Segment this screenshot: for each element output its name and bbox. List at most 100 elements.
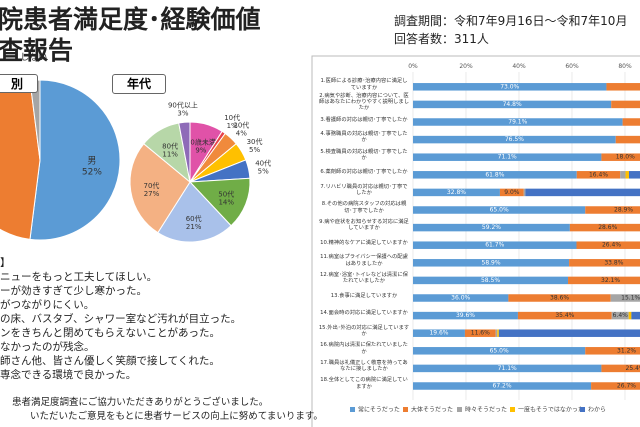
data-label: 79.1% bbox=[508, 119, 527, 126]
legend-label: 大体そうだった bbox=[411, 406, 453, 414]
slice-name: 90代以上 bbox=[168, 100, 198, 109]
bar-segment bbox=[413, 100, 612, 109]
bar-segment bbox=[569, 259, 640, 267]
data-label: 25.4% bbox=[626, 365, 640, 372]
legend-marker bbox=[510, 407, 515, 412]
bar-segment bbox=[620, 171, 626, 179]
bar-segment bbox=[464, 329, 496, 337]
bar-segment bbox=[413, 276, 569, 285]
legend-label: 常にそうだった bbox=[358, 406, 400, 414]
slice-label: 60代 21% bbox=[186, 214, 202, 231]
data-label: 18.0% bbox=[616, 154, 635, 161]
category-label: 13.食事に満足していますか bbox=[330, 292, 398, 299]
category-label: 17.職員は礼儀正しく敬意を持ってあなたに接しましたか bbox=[320, 359, 408, 373]
data-label: 58.5% bbox=[481, 277, 500, 284]
bar-segment bbox=[611, 311, 629, 320]
slice-name: 50代 bbox=[218, 189, 234, 198]
survey-period: 調査期間：令和7年9月16日～令和7年10月 bbox=[394, 14, 628, 28]
bar-segment bbox=[525, 188, 640, 197]
bar-segment bbox=[591, 382, 640, 390]
bar-segment bbox=[576, 241, 640, 249]
slice-label: 30代 5% bbox=[247, 137, 263, 154]
bar-segment bbox=[413, 171, 577, 179]
bar-segment bbox=[585, 206, 640, 214]
footer-note: いただいたご意見をもとに患者サービスの向上に努めてまいります。 bbox=[30, 411, 323, 422]
slice-label: 90代以上 3% bbox=[168, 100, 198, 117]
slice-value: 5% bbox=[249, 146, 260, 154]
bar-segment bbox=[628, 311, 632, 320]
data-label: 32.1% bbox=[601, 277, 620, 284]
data-label: 28.6% bbox=[598, 224, 617, 231]
data-label: 65.0% bbox=[490, 347, 509, 354]
bar-segment bbox=[576, 171, 621, 179]
data-label: 71.1% bbox=[498, 365, 517, 372]
footer-note: 患者満足度調査にご協力いただきありがとうございました。 bbox=[12, 397, 269, 408]
category-label: 2.病気や診断、治療内容について、医師はあなたにわかりやすく説明しましたか bbox=[318, 92, 410, 112]
data-label: 58.9% bbox=[482, 259, 501, 266]
data-label: 26.7% bbox=[617, 383, 636, 390]
slice-label: 男 52% bbox=[82, 155, 102, 177]
slice-value: 21% bbox=[186, 223, 202, 231]
x-tick-label: 60% bbox=[565, 63, 579, 70]
bar-segment bbox=[628, 171, 640, 179]
bar-segment bbox=[569, 223, 640, 232]
comment-line: がつながりにくい。 bbox=[0, 299, 95, 311]
slice-label: 10代 1% bbox=[224, 113, 240, 130]
bar-segment bbox=[611, 100, 640, 109]
bar-segment bbox=[497, 329, 499, 337]
data-label: 33.8% bbox=[604, 259, 623, 266]
slice-name: 70代 bbox=[144, 181, 160, 190]
pie-slice bbox=[29, 79, 121, 241]
bar-segment bbox=[413, 241, 577, 249]
slice-value: 11% bbox=[162, 150, 178, 158]
pie-slice bbox=[178, 121, 191, 183]
bar-segment bbox=[413, 206, 586, 214]
bar-segment bbox=[413, 153, 602, 161]
slice-label: 70代 27% bbox=[144, 181, 160, 198]
slice-value: 9% bbox=[195, 147, 206, 155]
bar-segment bbox=[625, 171, 629, 179]
data-label: 31.2% bbox=[617, 347, 636, 354]
slice-value: 14% bbox=[218, 198, 234, 206]
comment-line: 師さん他、皆さん優しく笑顔で接してくれた。 bbox=[0, 355, 220, 367]
bar-segment bbox=[413, 329, 465, 337]
bar-segment bbox=[495, 329, 498, 337]
panel-header: 年代 bbox=[112, 74, 166, 94]
slice-name: 男 bbox=[87, 155, 96, 166]
data-label: 65.0% bbox=[490, 207, 509, 214]
data-label: 36.0% bbox=[451, 295, 470, 302]
data-label: 6.4% bbox=[613, 312, 629, 319]
slice-name: 10代 bbox=[224, 113, 240, 122]
category-label: 10.精神的なケアに満足していますか bbox=[320, 239, 408, 246]
bar-segment bbox=[413, 83, 607, 91]
comment-line: ーが効きすぎて少し寒かった。 bbox=[0, 285, 147, 297]
slice-name: しない bbox=[20, 52, 47, 63]
data-label: 9.0% bbox=[504, 189, 520, 196]
slice-name: 30代 bbox=[247, 137, 263, 146]
bar-segment bbox=[631, 311, 640, 320]
legend-marker bbox=[350, 407, 355, 412]
category-label: 1.医師による診療･治療内容に満足していますか bbox=[320, 78, 408, 91]
bar-segment bbox=[523, 188, 526, 197]
data-label: 74.8% bbox=[503, 101, 522, 108]
slice-value: 5% bbox=[258, 168, 269, 176]
comment-line: なかったのが残念。 bbox=[0, 341, 95, 353]
bar-segment bbox=[606, 83, 640, 91]
data-label: 61.7% bbox=[485, 242, 504, 249]
bar-segment bbox=[413, 294, 509, 302]
slice-name: 20代 bbox=[233, 120, 249, 129]
category-label: 16.病院内は清潔に保たれていましたか bbox=[320, 342, 408, 355]
x-tick-label: 40% bbox=[512, 63, 526, 70]
bar-segment bbox=[413, 188, 500, 197]
slice-label: 20代 4% bbox=[233, 120, 249, 137]
x-tick-label: 0% bbox=[408, 63, 418, 70]
category-label: 18.全体としてこの病院に満足していますか bbox=[320, 377, 408, 390]
bar-segment bbox=[601, 153, 640, 161]
bar-segment bbox=[413, 311, 518, 320]
bar-segment bbox=[517, 311, 612, 320]
legend-marker bbox=[403, 407, 408, 412]
data-label: 38.6% bbox=[550, 295, 569, 302]
category-label: 5.検査職員の対応は親切･丁寧でしたか bbox=[320, 148, 408, 161]
bar-segment bbox=[568, 276, 640, 285]
